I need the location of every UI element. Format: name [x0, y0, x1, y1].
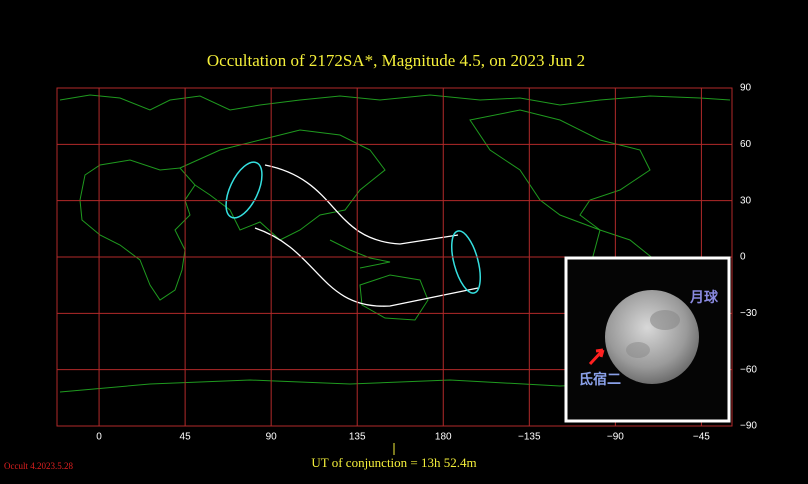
moon-mare — [650, 310, 680, 330]
x-tick-label: −45 — [693, 432, 710, 443]
path-east-end — [451, 230, 481, 294]
x-tick-label: 0 — [96, 432, 102, 443]
star-arrow — [588, 348, 605, 366]
chart-title: Occultation of 2172SA*, Magnitude 4.5, o… — [207, 51, 585, 70]
x-tick-label: 45 — [180, 432, 192, 443]
y-tick-label: 90 — [740, 83, 752, 94]
star-label: 氐宿二 — [579, 371, 621, 388]
path-west-end — [225, 161, 263, 219]
x-tick-label: −135 — [518, 432, 541, 443]
x-tick-label: 180 — [435, 432, 452, 443]
path-south-limit — [254, 227, 479, 307]
australia — [359, 274, 429, 321]
asia — [179, 129, 386, 241]
north-america — [469, 109, 651, 231]
y-tick-label: −60 — [740, 364, 757, 375]
annotation: UT of conjunction = 13h 52.4m — [311, 455, 476, 470]
inset-photo: 月球 氐宿二 — [564, 256, 731, 423]
moon-mare — [626, 342, 650, 358]
x-tick-label: 135 — [349, 432, 366, 443]
y-tick-label: −30 — [740, 308, 757, 319]
occultation-path — [225, 161, 481, 307]
indonesia — [329, 239, 391, 269]
moon-label: 月球 — [689, 289, 719, 306]
y-tick-label: 30 — [740, 195, 752, 206]
credit: Occult 4.2023.5.28 — [4, 461, 73, 471]
x-tick-label: −90 — [607, 432, 624, 443]
y-tick-label: −90 — [740, 421, 757, 432]
moon — [605, 290, 699, 384]
arctic-coast — [59, 94, 731, 111]
y-tick-label: 60 — [740, 139, 752, 150]
y-tick-label: 0 — [740, 252, 746, 263]
x-tick-label: 90 — [266, 432, 278, 443]
africa — [79, 159, 196, 301]
path-north-limit — [264, 164, 459, 245]
